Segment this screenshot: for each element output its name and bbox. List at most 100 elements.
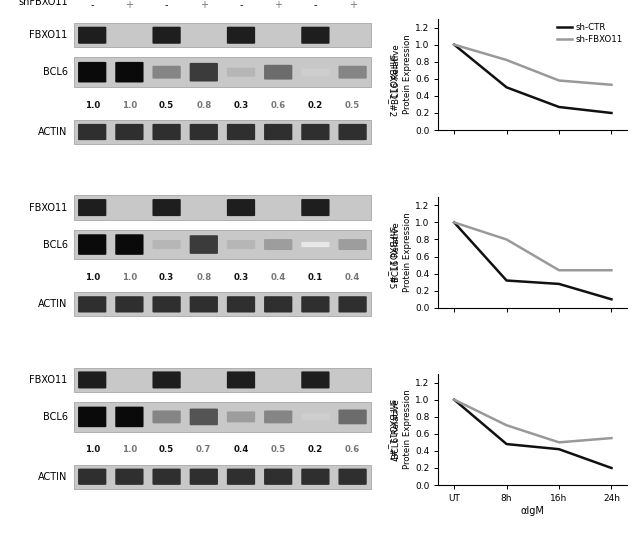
FancyBboxPatch shape — [264, 296, 292, 313]
FancyBboxPatch shape — [301, 199, 330, 216]
FancyBboxPatch shape — [189, 124, 218, 140]
FancyBboxPatch shape — [152, 240, 180, 249]
FancyBboxPatch shape — [115, 469, 143, 485]
Text: 0.7: 0.7 — [196, 446, 211, 454]
FancyBboxPatch shape — [152, 371, 180, 389]
Text: -: - — [90, 0, 94, 10]
FancyBboxPatch shape — [339, 124, 367, 140]
Bar — [74, 23, 371, 47]
Text: 0.2: 0.2 — [308, 446, 323, 454]
Text: -: - — [314, 0, 317, 10]
FancyBboxPatch shape — [189, 409, 218, 425]
FancyBboxPatch shape — [301, 469, 330, 485]
FancyBboxPatch shape — [115, 62, 143, 82]
FancyBboxPatch shape — [301, 371, 330, 389]
FancyBboxPatch shape — [264, 410, 292, 423]
FancyBboxPatch shape — [227, 240, 255, 249]
Text: 0.1: 0.1 — [308, 273, 323, 282]
Text: 1.0: 1.0 — [122, 273, 137, 282]
Text: 0.5: 0.5 — [159, 101, 174, 109]
Text: 0.4: 0.4 — [271, 273, 286, 282]
FancyBboxPatch shape — [115, 124, 143, 140]
FancyBboxPatch shape — [115, 406, 143, 427]
Text: 1.0: 1.0 — [84, 446, 100, 454]
Text: 0.5: 0.5 — [271, 446, 286, 454]
FancyBboxPatch shape — [227, 199, 255, 216]
Text: 0.5: 0.5 — [159, 446, 174, 454]
Text: BCL6: BCL6 — [43, 240, 68, 249]
FancyBboxPatch shape — [78, 124, 106, 140]
Text: 0.6: 0.6 — [345, 446, 360, 454]
Text: -: - — [165, 0, 168, 10]
Bar — [74, 368, 371, 392]
FancyBboxPatch shape — [339, 66, 367, 79]
FancyBboxPatch shape — [78, 296, 106, 313]
FancyBboxPatch shape — [227, 411, 255, 422]
FancyBboxPatch shape — [152, 469, 180, 485]
FancyBboxPatch shape — [301, 296, 330, 313]
FancyBboxPatch shape — [301, 242, 330, 247]
Text: 0.3: 0.3 — [234, 101, 248, 109]
FancyBboxPatch shape — [152, 296, 180, 313]
FancyBboxPatch shape — [78, 406, 106, 427]
Text: 0.8: 0.8 — [196, 273, 211, 282]
Text: +: + — [125, 0, 133, 10]
Text: 0.8: 0.8 — [196, 101, 211, 109]
FancyBboxPatch shape — [339, 296, 367, 313]
Bar — [74, 120, 371, 144]
Text: 0.5: 0.5 — [345, 101, 360, 109]
FancyBboxPatch shape — [189, 63, 218, 81]
Text: 0.3: 0.3 — [159, 273, 174, 282]
FancyBboxPatch shape — [264, 124, 292, 140]
Text: FBXO11: FBXO11 — [29, 203, 68, 212]
Text: ACTIN: ACTIN — [38, 299, 68, 309]
FancyBboxPatch shape — [152, 27, 180, 44]
Text: 0.4: 0.4 — [345, 273, 360, 282]
FancyBboxPatch shape — [152, 66, 180, 79]
Text: -: - — [239, 0, 243, 10]
FancyBboxPatch shape — [78, 27, 106, 44]
Bar — [74, 196, 371, 220]
FancyBboxPatch shape — [152, 410, 180, 423]
FancyBboxPatch shape — [264, 65, 292, 80]
Text: 0.2: 0.2 — [308, 101, 323, 109]
FancyBboxPatch shape — [264, 469, 292, 485]
Text: shFBXO11_#2: shFBXO11_#2 — [387, 54, 396, 117]
Text: FBXO11: FBXO11 — [29, 30, 68, 40]
FancyBboxPatch shape — [227, 296, 255, 313]
FancyBboxPatch shape — [152, 124, 180, 140]
Text: 1.0: 1.0 — [122, 446, 137, 454]
FancyBboxPatch shape — [115, 234, 143, 255]
FancyBboxPatch shape — [339, 239, 367, 250]
FancyBboxPatch shape — [301, 27, 330, 44]
Text: ACTIN: ACTIN — [38, 472, 68, 482]
FancyBboxPatch shape — [301, 69, 330, 76]
FancyBboxPatch shape — [301, 124, 330, 140]
FancyBboxPatch shape — [227, 371, 255, 389]
Text: shFBXO11: shFBXO11 — [18, 0, 68, 8]
Text: 0.3: 0.3 — [234, 273, 248, 282]
Text: BCL6: BCL6 — [43, 67, 68, 77]
FancyBboxPatch shape — [78, 62, 106, 82]
Bar — [74, 402, 371, 431]
FancyBboxPatch shape — [339, 469, 367, 485]
Y-axis label: BCL6 Relative
Protein Expression: BCL6 Relative Protein Expression — [392, 212, 412, 292]
Bar — [74, 464, 371, 489]
Text: BCL6: BCL6 — [43, 412, 68, 422]
Text: 1.0: 1.0 — [122, 101, 137, 109]
Text: FBXO11: FBXO11 — [29, 375, 68, 385]
Y-axis label: BCL6 Relative
Protein Expression: BCL6 Relative Protein Expression — [392, 390, 412, 469]
Text: +: + — [349, 0, 356, 10]
FancyBboxPatch shape — [339, 410, 367, 424]
Text: 0.6: 0.6 — [271, 101, 286, 109]
Text: shFBXO11_#5: shFBXO11_#5 — [387, 227, 396, 289]
Text: 1.0: 1.0 — [84, 273, 100, 282]
FancyBboxPatch shape — [301, 414, 330, 421]
Text: 1.0: 1.0 — [84, 101, 100, 109]
Text: +: + — [274, 0, 282, 10]
FancyBboxPatch shape — [78, 199, 106, 216]
FancyBboxPatch shape — [227, 27, 255, 44]
FancyBboxPatch shape — [189, 296, 218, 313]
FancyBboxPatch shape — [264, 239, 292, 250]
FancyBboxPatch shape — [78, 234, 106, 255]
